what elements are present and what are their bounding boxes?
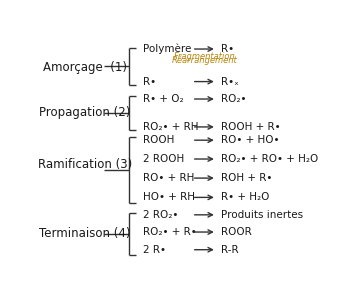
Text: ROOR: ROOR <box>221 227 252 237</box>
Text: Propagation (2): Propagation (2) <box>39 106 131 119</box>
Text: Terminaison (4): Terminaison (4) <box>39 227 131 240</box>
Text: RO• + RH: RO• + RH <box>143 173 195 183</box>
Text: 2 ROOH: 2 ROOH <box>143 154 184 164</box>
Text: R• + H₂O: R• + H₂O <box>221 192 269 202</box>
Text: RO₂• + RO• + H₂O: RO₂• + RO• + H₂O <box>221 154 318 164</box>
Text: RO• + HO•: RO• + HO• <box>221 135 280 145</box>
Text: ROOH: ROOH <box>143 135 175 145</box>
Text: Produits inertes: Produits inertes <box>221 210 303 220</box>
Text: Fragmentation: Fragmentation <box>174 52 236 61</box>
Text: RO₂• + RH: RO₂• + RH <box>143 122 199 132</box>
Text: R-R: R-R <box>221 245 238 255</box>
Text: Amorçage  (1): Amorçage (1) <box>43 61 127 74</box>
Text: ROH + R•: ROH + R• <box>221 173 272 183</box>
Text: R•ₓ: R•ₓ <box>221 77 239 87</box>
Text: ROOH + R•: ROOH + R• <box>221 122 281 132</box>
Text: R•: R• <box>221 44 234 54</box>
Text: R• + O₂: R• + O₂ <box>143 94 184 104</box>
Text: R•: R• <box>143 77 156 87</box>
Text: 2 R•: 2 R• <box>143 245 166 255</box>
Text: Polymère: Polymère <box>143 44 192 54</box>
Text: Ramification (3): Ramification (3) <box>38 158 132 171</box>
Text: HO• + RH: HO• + RH <box>143 192 195 202</box>
Text: RO₂• + R•: RO₂• + R• <box>143 227 197 237</box>
Text: RO₂•: RO₂• <box>221 94 246 104</box>
Text: Réarrangement: Réarrangement <box>172 56 238 65</box>
Text: 2 RO₂•: 2 RO₂• <box>143 210 179 220</box>
